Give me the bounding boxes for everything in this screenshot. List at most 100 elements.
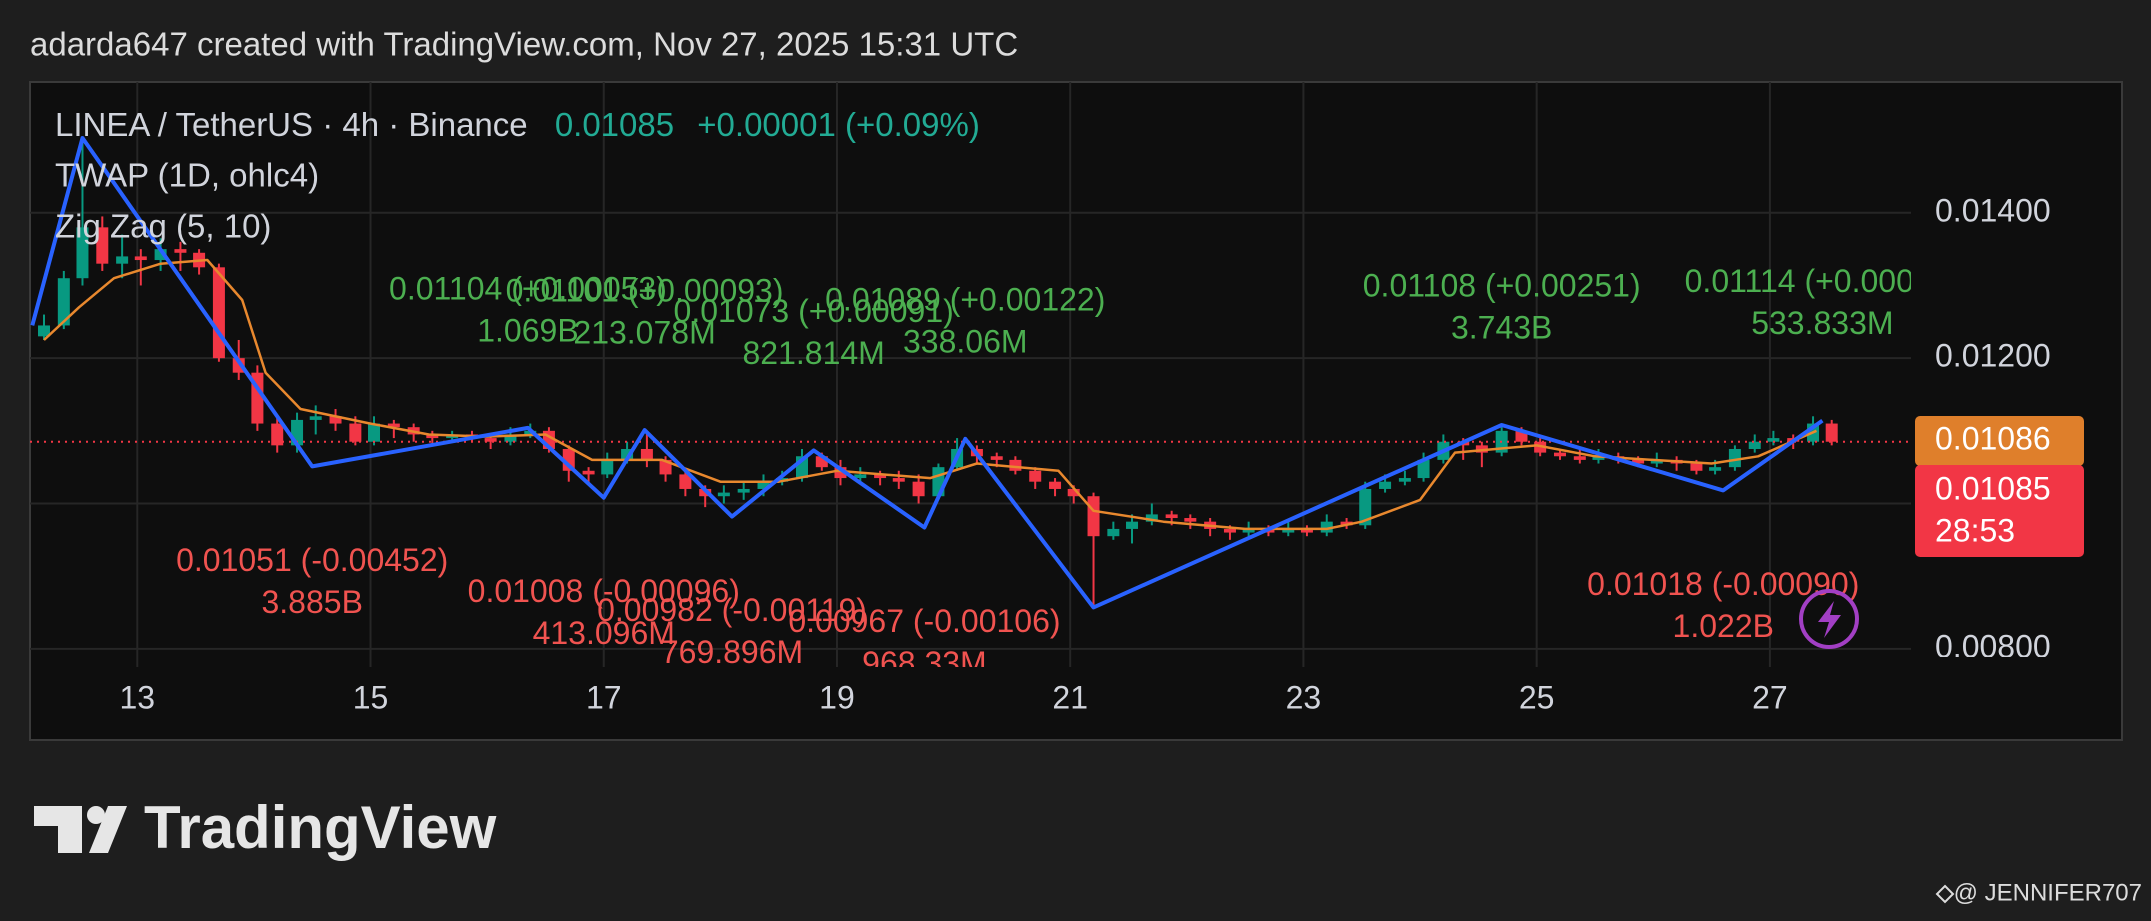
candle-body [1009,459,1022,471]
candle-body [1067,488,1080,497]
candle-body [737,488,750,493]
candle-body [37,325,50,337]
y-tick-label: 0.01400 [1935,192,2051,228]
pivot-volume-label: 213.078M [573,315,715,351]
twap-price-box [1915,415,2084,466]
candle-body [1417,459,1430,479]
pivot-volume-label: 533.833M [1751,305,1893,341]
candle-body [834,467,847,479]
candle-body [1029,470,1042,482]
candle-body [1515,430,1528,442]
candle-body [1748,441,1761,449]
pivot-price-label: 0.01104 (+0.00053) [389,270,667,306]
candle-body [1087,496,1100,537]
pivot-volume-label: 769.896M [661,634,803,670]
candle-body [1825,423,1838,442]
candle-body [212,267,225,359]
candle-body [815,456,828,468]
time-axis: 13 15 17 19 21 23 25 27 [119,679,1787,715]
candle-body [854,474,867,479]
candle-body [717,492,730,497]
header-text: adarda647 created with TradingView.com, … [30,26,1018,63]
candle-body [1359,488,1372,526]
candle-body [1107,528,1120,537]
twap-line [43,258,1818,531]
lightning-icon [1818,601,1841,638]
tv-logo: TradingView [34,794,497,861]
candle-body [1300,528,1313,533]
candle-body [1126,521,1139,529]
legend-twap: TWAP (1D, ohlc4) [55,157,319,194]
price-labels: 0.01086 0.01085 28:53 [1915,415,2084,557]
pivot-price-label: 0.01073 (+0.00091) [674,293,954,329]
candle-body [1320,521,1333,533]
price-change: +0.00001 (+0.09%) [697,106,980,143]
candle-body [116,256,129,264]
candle-body [154,249,167,261]
pivot-price-label: 0.00967 (-0.00106) [788,603,1060,639]
legend-main: LINEA / TetherUS · 4h · Binance 0.01085 … [55,106,980,143]
x-tick-label: 21 [1052,679,1088,715]
x-tick-label: 27 [1752,679,1788,715]
candle-body [1379,481,1392,489]
candle-body [582,470,595,475]
candle-body [329,416,342,424]
candle-body [621,448,634,460]
candle-body [1709,467,1722,471]
candle-body [1282,528,1295,533]
pivot-volume-label: 413.096M [533,615,675,651]
pivot-volume-label: 338.06M [903,323,1028,359]
candle-body [1728,448,1741,468]
x-tick-label: 17 [586,679,622,715]
pivot-price-label: 0.01018 (-0.00090) [1587,566,1859,602]
pivot-volume-label: 968.33M [862,645,987,681]
lightning-button[interactable] [1799,589,1859,649]
candle-body [271,423,284,446]
candle-body [1553,452,1566,457]
candle-body [990,456,1003,460]
pivot-price-label: 0.01089 (+0.00122) [825,281,1105,317]
candle-body [1398,478,1411,482]
candle-body [1632,459,1645,464]
candle-body [1592,456,1605,460]
candle-body [1340,521,1353,526]
candle-body [1242,528,1255,533]
x-tick-label: 25 [1519,679,1555,715]
pivot-price-label: 0.01108 (+0.00251) [1363,267,1641,303]
last-price-text: 0.01085 [1935,470,2051,506]
logo-mark-t [34,806,82,853]
candle-body [504,434,517,442]
candle-body [1184,518,1197,522]
candle-body [757,481,770,489]
candle-body [1223,528,1236,533]
candle-body [1165,514,1178,519]
candle-body [96,227,109,264]
x-tick-label: 19 [819,679,855,715]
pivot-price-label: 0.00982 (-0.00119) [597,592,867,628]
candle-body [1049,481,1062,489]
symbol-title: LINEA / TetherUS · 4h · Binance [55,106,528,143]
pivot-price-label: 0.01101 (+0.00093) [506,273,784,309]
candle-body [640,448,653,460]
candle-body [892,478,905,482]
candle-body [387,423,400,428]
candle-body [601,459,614,475]
candle-body [1690,463,1703,471]
pivot-price-label: 0.01008 (-0.00096) [468,573,740,609]
x-tick-label: 13 [119,679,155,715]
last-price: 0.01085 [555,106,674,143]
candle-body [1650,459,1663,464]
last-price-box [1915,464,2084,557]
candle-body [309,416,322,420]
watermark: @ JENNIFER707 [1954,879,2142,906]
pivot-volume-label: 821.814M [742,335,884,371]
candle-body [57,278,70,326]
twap-price-text: 0.01086 [1935,420,2051,456]
chart-pane [29,81,2123,741]
logo-text: TradingView [144,794,497,861]
candle-body [874,474,887,479]
countdown-text: 28:53 [1935,512,2015,548]
candle-body [1767,438,1780,442]
y-tick-label: 0.01200 [1935,338,2051,374]
